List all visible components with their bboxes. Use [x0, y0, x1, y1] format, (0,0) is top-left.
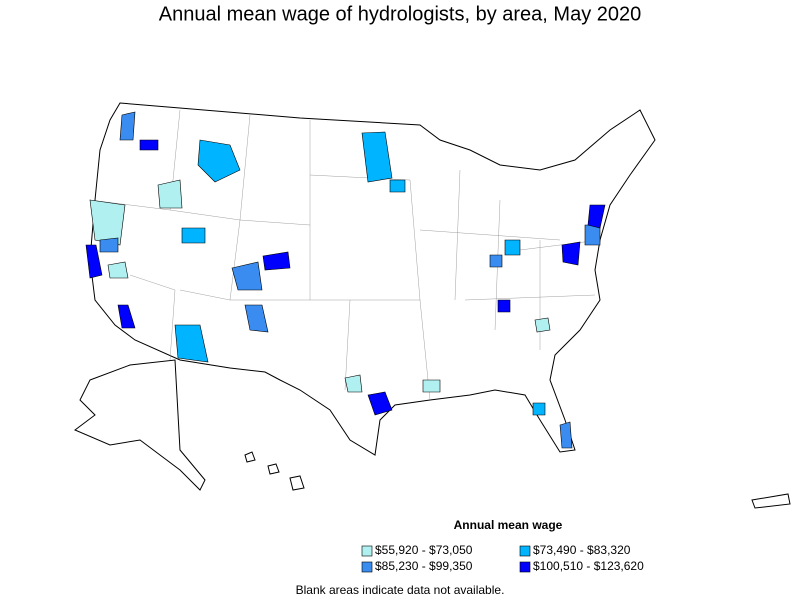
region — [197, 139, 241, 183]
region — [157, 179, 183, 209]
legend-label: $100,510 - $123,620 — [533, 559, 644, 573]
region — [139, 139, 159, 151]
region — [584, 224, 601, 246]
region — [85, 244, 103, 279]
contiguous-us — [89, 102, 656, 456]
region — [174, 324, 209, 363]
region — [89, 199, 126, 246]
region — [532, 402, 546, 416]
legend-label: $55,920 - $73,050 — [375, 543, 473, 557]
puerto-rico — [751, 493, 791, 509]
legend-label: $73,490 - $83,320 — [533, 543, 631, 557]
region — [231, 261, 263, 291]
region — [561, 241, 581, 266]
legend-swatch — [361, 561, 373, 573]
legend: $55,920 - $73,050 $73,490 - $83,320 $85,23… — [361, 543, 644, 573]
alaska — [74, 359, 206, 491]
hawaii — [244, 451, 305, 491]
region — [361, 131, 393, 183]
note: Blank areas indicate data not available. — [296, 583, 505, 597]
region — [344, 374, 363, 393]
legend-swatch — [519, 545, 531, 557]
region — [244, 304, 269, 333]
map — [74, 102, 791, 509]
region — [587, 204, 606, 229]
region — [534, 317, 551, 333]
region — [504, 239, 521, 256]
region — [262, 251, 291, 271]
region — [389, 179, 406, 193]
region — [99, 237, 119, 253]
region — [559, 421, 573, 449]
region — [181, 227, 206, 244]
legend-swatch — [361, 545, 373, 557]
legend-swatch — [519, 561, 531, 573]
legend-label: $85,230 - $99,350 — [375, 559, 473, 573]
region — [119, 111, 136, 141]
region — [107, 261, 129, 279]
region — [117, 304, 136, 329]
region — [489, 254, 503, 268]
region — [367, 391, 393, 416]
title: Annual mean wage of hydrologists, by are… — [159, 3, 642, 25]
legend-title: Annual mean wage — [454, 518, 563, 532]
region — [497, 299, 511, 313]
state-lines — [89, 109, 601, 401]
region — [422, 379, 441, 393]
